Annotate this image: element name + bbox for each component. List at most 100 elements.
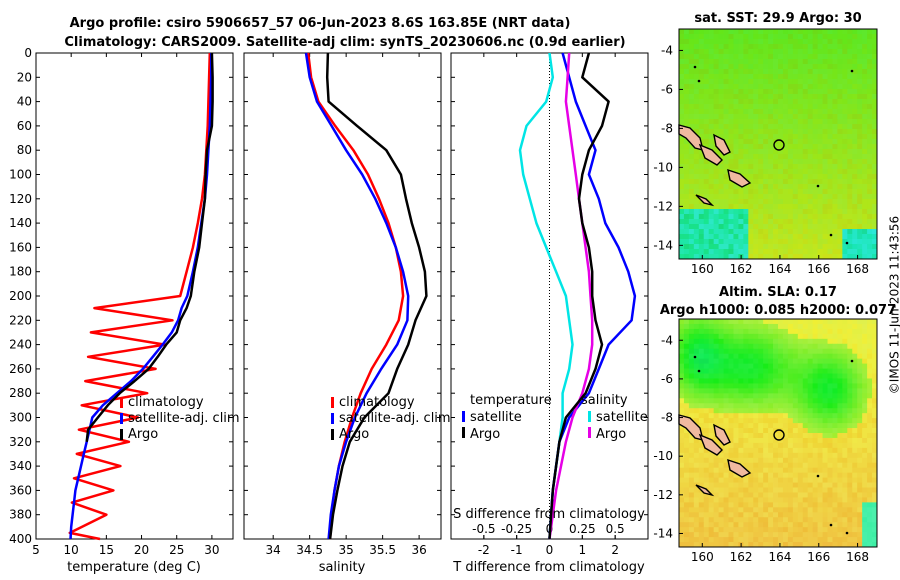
map-cell [847,54,853,60]
map-cell [792,149,799,155]
map-cell [728,109,734,115]
map-cell [832,542,838,548]
map-cell [693,189,700,195]
map-cell [688,169,695,175]
map-cell [782,59,789,65]
map-cell [733,522,739,528]
map-cell [679,209,685,215]
map-cell [738,517,744,523]
map-cell [713,209,719,215]
map-cell [743,79,749,85]
map-cell [693,34,700,40]
map-cell [763,472,769,479]
map-cell [753,492,759,498]
map-cell [857,333,863,340]
map-cell [768,199,774,205]
map-cell [708,194,715,200]
map-cell [738,393,744,399]
map-cell [782,502,789,508]
map-cell [763,418,769,424]
map-cell [778,99,784,105]
map-cell [847,224,853,230]
map-cell [842,358,848,365]
map-cell [837,254,843,260]
map-cell [778,54,784,60]
map-cell [768,393,774,399]
map-cell [718,209,724,215]
map-cell [713,164,719,170]
map-cell [763,74,769,80]
map-cell [847,363,853,369]
map-cell [852,527,858,533]
map-cell [872,442,878,449]
map-cell [683,164,690,170]
map-cell [852,39,858,45]
map-cell [837,164,843,170]
map-cell [802,373,809,379]
map-cell [708,59,715,65]
map-cell [787,209,794,215]
map-cell [787,537,794,543]
map-cell [792,109,799,115]
map-cell [827,383,833,389]
map-cell [807,89,814,95]
map-cell [693,74,700,80]
map-cell [708,378,715,384]
map-cell [703,224,710,230]
map-cell [718,457,724,464]
map-cell [703,542,710,548]
map-cell [847,527,853,533]
map-cell [703,114,710,120]
map-cell [782,34,789,40]
map-cell [837,373,843,379]
map-cell [792,442,799,449]
map-cell [837,323,843,330]
map-cell [837,89,843,95]
map-cell [872,393,878,399]
map-cell [852,69,858,75]
map-cell [812,139,818,145]
map-cell [807,44,814,50]
map-cell [797,482,804,488]
map-cell [817,333,823,340]
map-cell [837,199,843,205]
map-cell [698,39,705,45]
map-cell [802,159,809,165]
map-cell [728,254,734,260]
map-cell [812,363,818,369]
map-cell [778,219,784,225]
map-cell [773,154,779,160]
map-cell [693,487,700,493]
map-cell [763,393,769,399]
map-cell [832,452,838,459]
map-cell [723,49,729,55]
map-cell [698,348,705,355]
map-cell [787,388,794,394]
map-cell [832,428,838,434]
map-cell [807,129,814,135]
map-cell [837,84,843,90]
map-cell [763,482,769,488]
map-cell [693,542,700,548]
map-cell [867,517,873,523]
map-cell [857,452,863,459]
map-cell [758,54,764,60]
map-cell [728,74,734,80]
islet [829,523,833,527]
lon-tick-label: 162 [730,262,753,276]
map-cell [832,418,838,424]
map-cell [782,512,789,518]
map-cell [842,174,848,180]
map-cell [738,89,744,95]
map-cell [763,323,769,330]
map-cell [797,84,804,90]
map-cell [797,184,804,190]
map-cell [797,497,804,503]
map-cell [802,383,809,389]
map-cell [683,348,690,355]
map-cell [763,467,769,474]
map-cell [867,234,873,240]
legend-swatch-climatology-2 [331,397,334,408]
map-cell [738,348,744,355]
map-cell [802,154,809,160]
